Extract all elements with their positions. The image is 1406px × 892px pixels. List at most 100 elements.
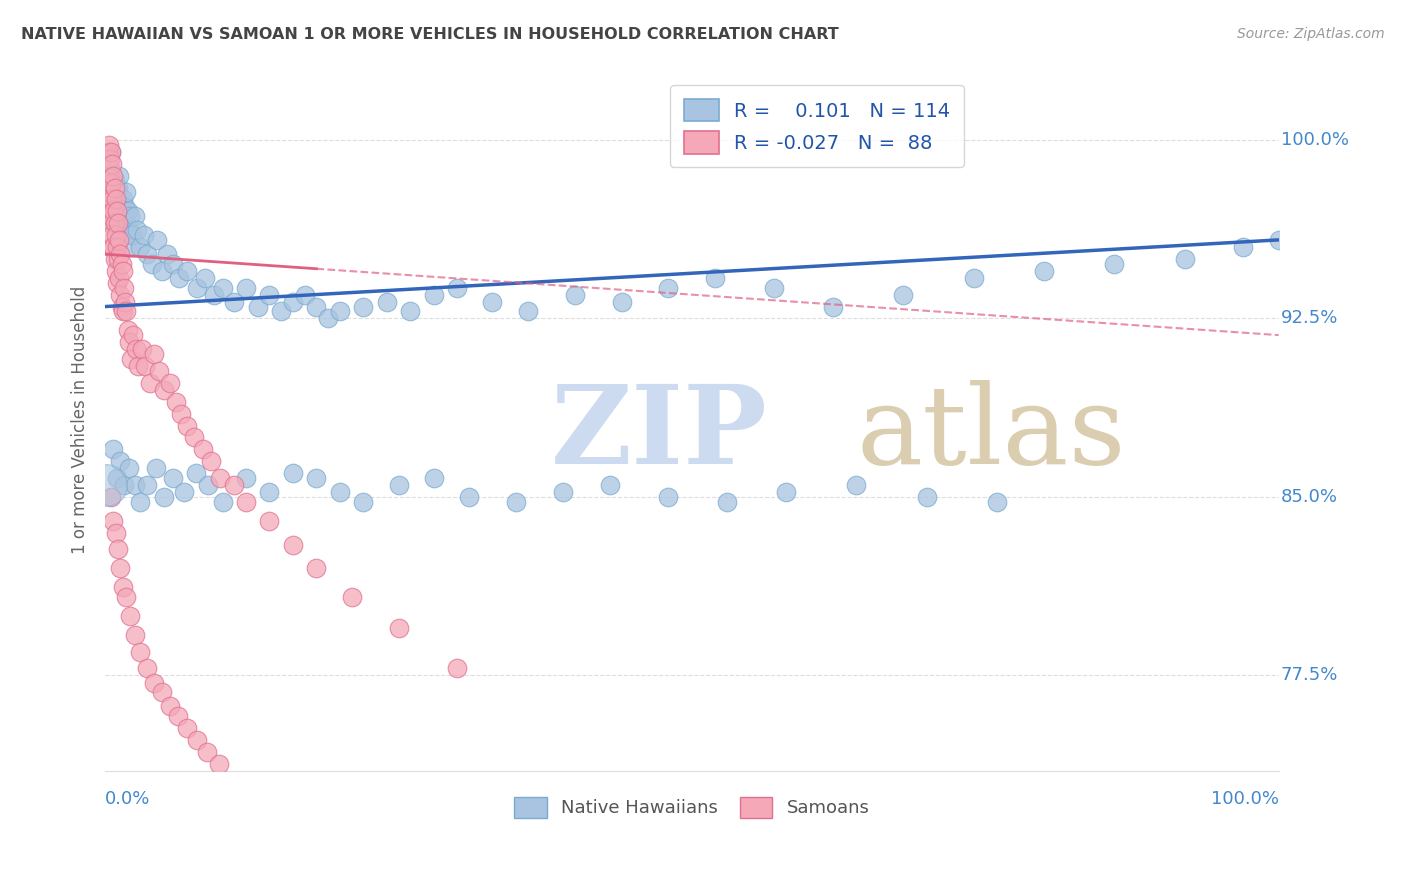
Point	[131, 343, 153, 357]
Point	[481, 294, 503, 309]
Point	[423, 471, 446, 485]
Point	[173, 485, 195, 500]
Point	[103, 169, 125, 183]
Point	[98, 216, 121, 230]
Point	[117, 204, 139, 219]
Point	[235, 494, 257, 508]
Point	[111, 193, 134, 207]
Point	[159, 699, 181, 714]
Point	[281, 466, 304, 480]
Point	[159, 376, 181, 390]
Point	[246, 300, 269, 314]
Point	[294, 287, 316, 301]
Point	[134, 359, 156, 373]
Point	[281, 538, 304, 552]
Point	[224, 478, 246, 492]
Point	[136, 661, 159, 675]
Point	[98, 186, 121, 200]
Point	[340, 590, 363, 604]
Point	[259, 287, 281, 301]
Point	[118, 609, 141, 624]
Point	[821, 300, 844, 314]
Point	[162, 471, 184, 485]
Point	[235, 471, 257, 485]
Point	[117, 323, 139, 337]
Point	[235, 280, 257, 294]
Point	[136, 478, 159, 492]
Point	[108, 200, 131, 214]
Point	[136, 247, 159, 261]
Point	[915, 490, 938, 504]
Point	[100, 145, 122, 159]
Point	[107, 252, 129, 266]
Point	[1232, 240, 1254, 254]
Point	[141, 257, 163, 271]
Point	[259, 514, 281, 528]
Point	[209, 471, 232, 485]
Point	[167, 709, 190, 723]
Point	[986, 494, 1008, 508]
Text: Source: ZipAtlas.com: Source: ZipAtlas.com	[1237, 27, 1385, 41]
Point	[111, 228, 134, 243]
Point	[446, 280, 468, 294]
Point	[195, 745, 218, 759]
Point	[211, 494, 233, 508]
Point	[124, 209, 146, 223]
Point	[101, 169, 124, 183]
Point	[124, 628, 146, 642]
Point	[110, 454, 132, 468]
Point	[704, 271, 727, 285]
Point	[100, 240, 122, 254]
Point	[120, 240, 142, 254]
Point	[98, 152, 121, 166]
Point	[200, 454, 222, 468]
Point	[121, 228, 143, 243]
Point	[150, 685, 173, 699]
Text: 77.5%: 77.5%	[1281, 666, 1339, 684]
Point	[104, 173, 127, 187]
Point	[98, 161, 121, 176]
Point	[97, 204, 120, 219]
Point	[176, 264, 198, 278]
Point	[129, 494, 152, 508]
Point	[103, 216, 125, 230]
Point	[184, 466, 207, 480]
Point	[162, 257, 184, 271]
Point	[115, 186, 138, 200]
Point	[104, 180, 127, 194]
Text: NATIVE HAWAIIAN VS SAMOAN 1 OR MORE VEHICLES IN HOUSEHOLD CORRELATION CHART: NATIVE HAWAIIAN VS SAMOAN 1 OR MORE VEHI…	[21, 27, 839, 42]
Point	[104, 209, 127, 223]
Text: ZIP: ZIP	[551, 380, 768, 487]
Point	[104, 525, 127, 540]
Point	[110, 287, 132, 301]
Point	[387, 621, 409, 635]
Point	[505, 494, 527, 508]
Point	[208, 756, 231, 771]
Point	[657, 490, 679, 504]
Point	[211, 280, 233, 294]
Point	[763, 280, 786, 294]
Point	[1174, 252, 1197, 266]
Point	[132, 228, 155, 243]
Point	[891, 287, 914, 301]
Point	[111, 204, 134, 219]
Point	[97, 204, 120, 219]
Point	[153, 490, 176, 504]
Point	[105, 240, 128, 254]
Point	[100, 145, 122, 159]
Point	[120, 351, 142, 366]
Point	[259, 485, 281, 500]
Point	[115, 304, 138, 318]
Point	[104, 264, 127, 278]
Point	[316, 311, 339, 326]
Point	[153, 383, 176, 397]
Point	[458, 490, 481, 504]
Point	[1104, 257, 1126, 271]
Point	[111, 304, 134, 318]
Point	[551, 485, 574, 500]
Point	[100, 490, 122, 504]
Point	[111, 581, 134, 595]
Point	[104, 180, 127, 194]
Point	[105, 193, 128, 207]
Point	[100, 176, 122, 190]
